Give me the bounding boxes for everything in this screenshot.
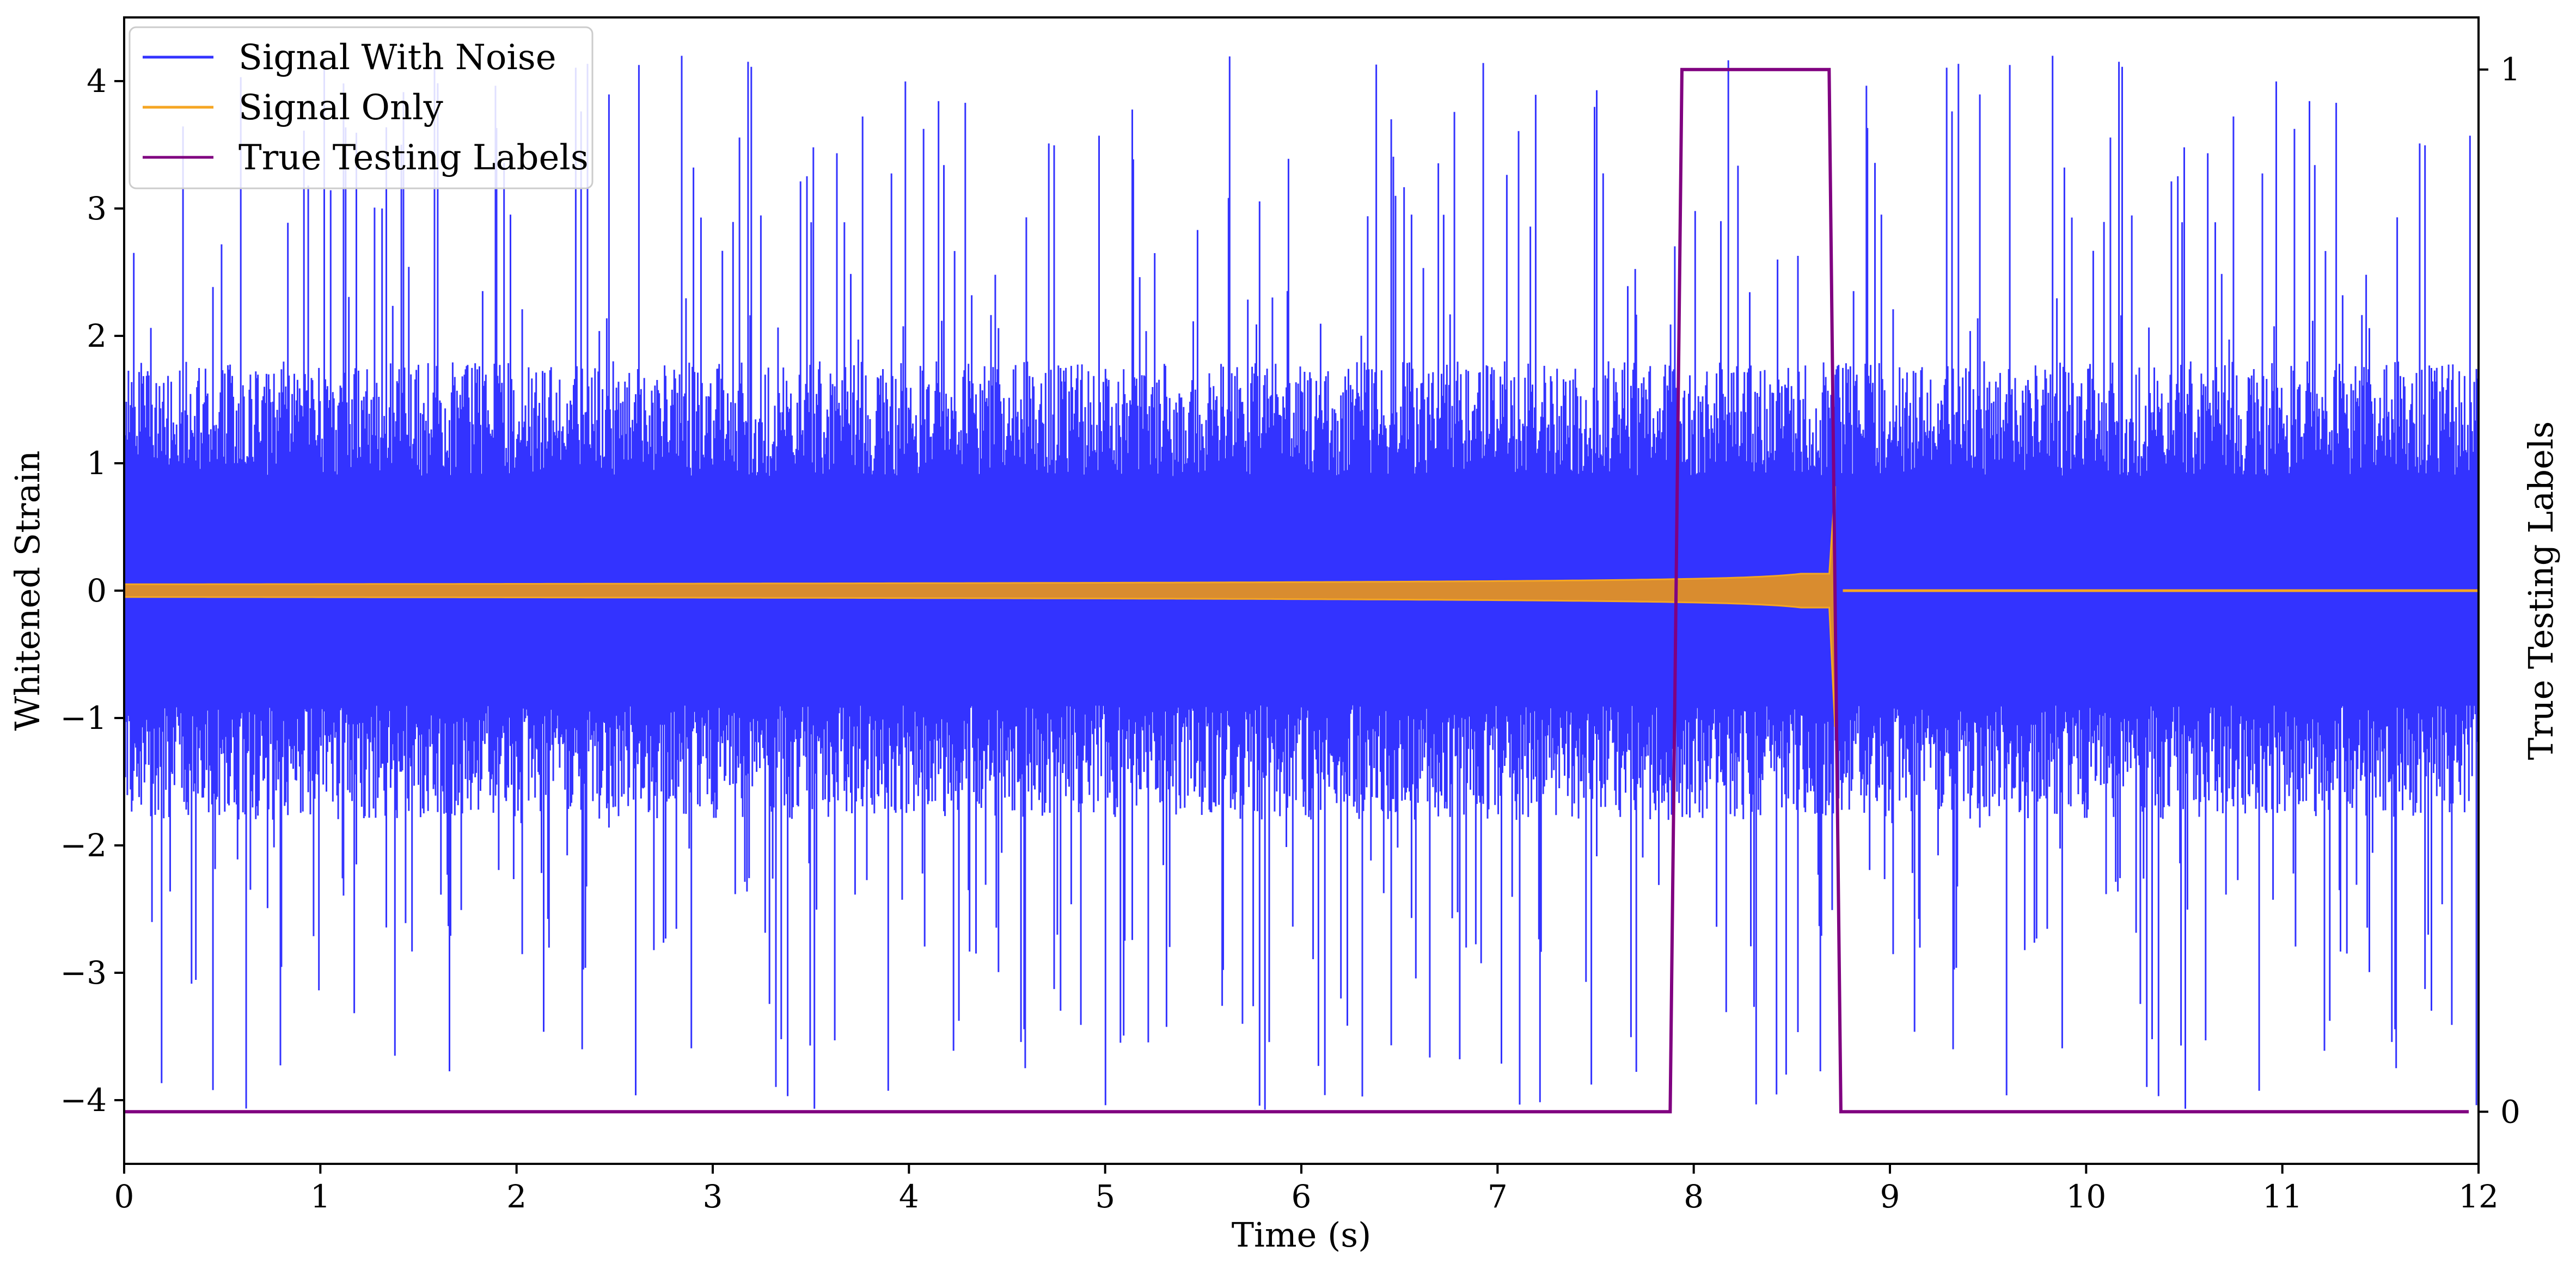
y-tick-label: −3 — [60, 954, 107, 991]
y-tick-label: −4 — [60, 1082, 107, 1119]
x-tick-label: 7 — [1488, 1178, 1508, 1215]
true-testing-labels-series — [124, 68, 2469, 1114]
y2-axis-ticks: 01 — [2479, 51, 2520, 1130]
x-tick-label: 12 — [2458, 1178, 2499, 1215]
y2-tick-label: 0 — [2500, 1093, 2520, 1130]
legend: Signal With Noise Signal Only True Testi… — [129, 26, 593, 189]
y-tick-label: 1 — [87, 445, 107, 482]
x-tick-label: 1 — [310, 1178, 331, 1215]
y-tick-label: −1 — [60, 700, 107, 737]
legend-entry-signal-only: Signal Only — [238, 88, 443, 128]
x-axis-ticks: 0 1 2 3 4 5 6 7 8 9 10 11 12 — [114, 1164, 2499, 1215]
legend-entry-true-testing-labels: True Testing Labels — [238, 138, 589, 178]
y-axis-ticks: −4 −3 −2 −1 0 1 2 3 4 — [60, 63, 124, 1119]
y-tick-label: 0 — [87, 572, 107, 609]
y-tick-label: 2 — [87, 317, 107, 354]
x-tick-label: 11 — [2262, 1178, 2303, 1215]
y-tick-label: −2 — [60, 827, 107, 864]
y2-axis-label: True Testing Labels — [2521, 421, 2561, 760]
y2-tick-label: 1 — [2500, 51, 2520, 88]
x-tick-label: 4 — [899, 1178, 919, 1215]
x-tick-label: 2 — [506, 1178, 527, 1215]
y-tick-label: 4 — [87, 63, 107, 100]
x-tick-label: 5 — [1095, 1178, 1115, 1215]
y-tick-label: 3 — [87, 190, 107, 227]
x-axis-label: Time (s) — [1232, 1215, 1372, 1255]
x-tick-label: 3 — [703, 1178, 723, 1215]
y-axis-label: Whitened Strain — [8, 451, 47, 731]
legend-box — [129, 26, 593, 189]
x-tick-label: 9 — [1880, 1178, 1900, 1215]
x-tick-label: 10 — [2066, 1178, 2106, 1215]
x-tick-label: 8 — [1684, 1178, 1704, 1215]
x-tick-label: 6 — [1292, 1178, 1312, 1215]
x-tick-label: 0 — [114, 1178, 134, 1215]
legend-entry-signal-with-noise: Signal With Noise — [238, 38, 556, 78]
